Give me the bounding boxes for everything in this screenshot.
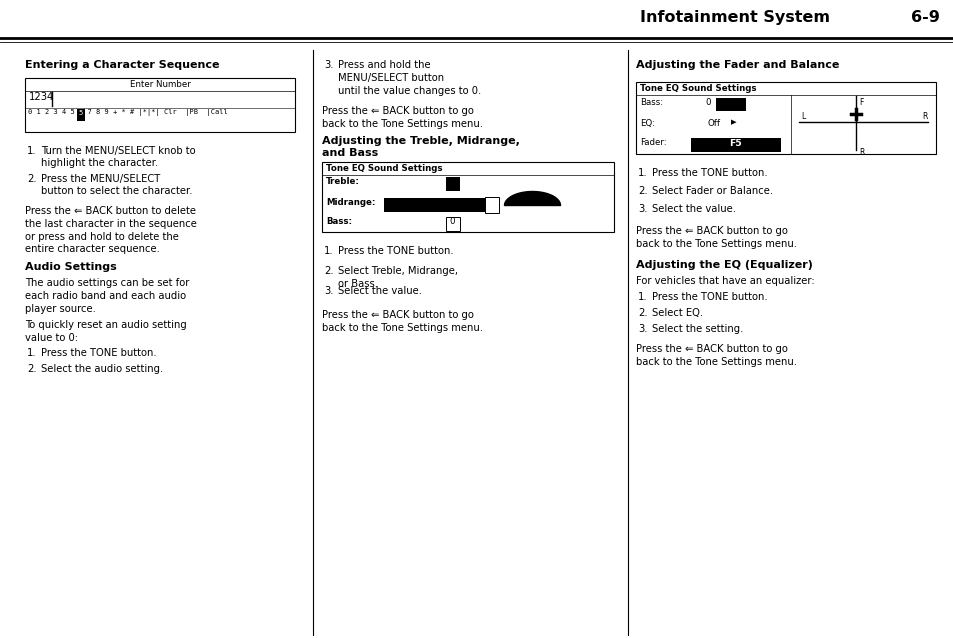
Text: 1.: 1. (324, 246, 334, 256)
Text: Select the value.: Select the value. (651, 204, 735, 214)
Text: Bass:: Bass: (326, 217, 352, 226)
Text: Select Fader or Balance.: Select Fader or Balance. (651, 186, 772, 196)
Text: Select Treble, Midrange,
or Bass.: Select Treble, Midrange, or Bass. (337, 266, 457, 289)
Bar (25, 78, 294, 132)
Text: 0: 0 (449, 177, 455, 186)
Bar (322, 162, 614, 232)
Text: Press the ⇐ BACK button to delete
the last character in the sequence
or press an: Press the ⇐ BACK button to delete the la… (25, 206, 196, 255)
Bar (446, 177, 459, 191)
Text: 0: 0 (449, 217, 455, 226)
Text: Treble:: Treble: (326, 177, 359, 186)
Text: Enter Number: Enter Number (130, 80, 191, 89)
Text: 1.: 1. (27, 146, 36, 156)
Text: EQ:: EQ: (639, 119, 655, 128)
Text: 2.: 2. (638, 186, 647, 196)
Text: Press the TONE button.: Press the TONE button. (337, 246, 453, 256)
Text: F: F (858, 98, 862, 107)
Text: Bass:: Bass: (639, 98, 662, 107)
Text: Entering a Character Sequence: Entering a Character Sequence (25, 60, 219, 70)
Text: F5: F5 (729, 139, 741, 148)
Text: 1.: 1. (638, 292, 647, 302)
Text: Adjusting the Fader and Balance: Adjusting the Fader and Balance (636, 60, 839, 70)
Text: Press the ⇐ BACK button to go
back to the Tone Settings menu.: Press the ⇐ BACK button to go back to th… (322, 310, 482, 333)
Bar (484, 197, 498, 213)
Text: ▶: ▶ (730, 119, 736, 125)
Text: 2.: 2. (638, 308, 647, 318)
Text: Tone EQ Sound Settings: Tone EQ Sound Settings (326, 164, 442, 173)
Text: Press and hold the
MENU/SELECT button
until the value changes to 0.: Press and hold the MENU/SELECT button un… (337, 60, 480, 96)
Text: 3.: 3. (324, 286, 334, 296)
Text: For vehicles that have an equalizer:: For vehicles that have an equalizer: (636, 276, 814, 286)
Text: Press the TONE button.: Press the TONE button. (651, 292, 767, 302)
Text: 3.: 3. (638, 324, 647, 334)
Bar (446, 217, 459, 231)
Text: Select the setting.: Select the setting. (651, 324, 742, 334)
Text: The audio settings can be set for
each radio band and each audio
player source.: The audio settings can be set for each r… (25, 278, 190, 314)
Text: Turn the MENU/SELECT knob to
highlight the character.: Turn the MENU/SELECT knob to highlight t… (41, 146, 195, 168)
Text: To quickly reset an audio setting
value to 0:: To quickly reset an audio setting value … (25, 320, 187, 343)
Text: Audio Settings: Audio Settings (25, 262, 116, 272)
Text: 1.: 1. (27, 348, 36, 358)
Text: 1234: 1234 (29, 92, 54, 102)
Text: 0: 0 (704, 98, 710, 107)
Text: Fader:: Fader: (639, 138, 666, 147)
Text: Press the ⇐ BACK button to go
back to the Tone Settings menu.: Press the ⇐ BACK button to go back to th… (636, 226, 796, 249)
Text: Press the TONE button.: Press the TONE button. (41, 348, 156, 358)
Text: 1.: 1. (638, 168, 647, 178)
Text: Adjusting the Treble, Midrange,
and Bass: Adjusting the Treble, Midrange, and Bass (322, 136, 519, 158)
Text: Press the ⇐ BACK button to go
back to the Tone Settings menu.: Press the ⇐ BACK button to go back to th… (636, 344, 796, 367)
Bar (384, 198, 498, 212)
Text: 2.: 2. (27, 174, 36, 184)
Text: Press the TONE button.: Press the TONE button. (651, 168, 767, 178)
Text: 2.: 2. (324, 266, 334, 276)
Text: 0 1 2 3 4 5 6 7 8 9 + * # |*|*| Clr  |PB  |Call: 0 1 2 3 4 5 6 7 8 9 + * # |*|*| Clr |PB … (28, 109, 228, 116)
Text: Select the value.: Select the value. (337, 286, 421, 296)
Text: 3.: 3. (324, 60, 334, 70)
Text: Infotainment System: Infotainment System (639, 10, 829, 25)
Text: Select EQ.: Select EQ. (651, 308, 702, 318)
Text: R: R (858, 148, 863, 157)
Bar (636, 82, 935, 154)
Text: Press the MENU/SELECT
button to select the character.: Press the MENU/SELECT button to select t… (41, 174, 193, 197)
Text: 2.: 2. (27, 364, 36, 374)
Bar (690, 138, 781, 152)
Text: Off: Off (707, 119, 720, 128)
Bar (77, 109, 85, 121)
Text: Tone EQ Sound Settings: Tone EQ Sound Settings (639, 84, 756, 93)
Text: 3.: 3. (638, 204, 647, 214)
Text: 6-9: 6-9 (910, 10, 939, 25)
Text: 5: 5 (78, 110, 82, 116)
Text: R: R (921, 112, 926, 121)
Text: Press the ⇐ BACK button to go
back to the Tone Settings menu.: Press the ⇐ BACK button to go back to th… (322, 106, 482, 129)
Text: Adjusting the EQ (Equalizer): Adjusting the EQ (Equalizer) (636, 260, 812, 270)
Text: Midrange:: Midrange: (326, 198, 375, 207)
Text: L: L (801, 112, 804, 121)
Bar (716, 98, 745, 111)
Text: Select the audio setting.: Select the audio setting. (41, 364, 163, 374)
